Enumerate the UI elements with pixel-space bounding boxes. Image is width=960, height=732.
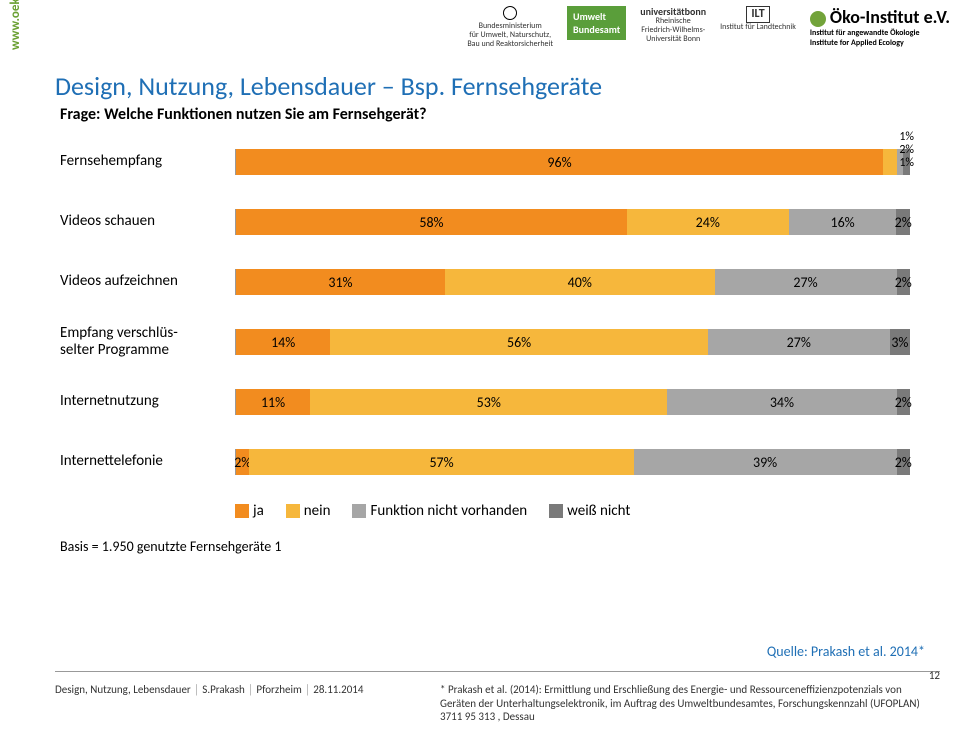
bar-segment-nein: 40%: [445, 269, 715, 295]
bar-segment-weiss_nicht: 3%: [890, 329, 910, 355]
bar-row: Empfang verschlüs- selter Programme14%56…: [60, 322, 910, 362]
legend-label: nein: [304, 502, 331, 520]
bar-segment-ja: 14%: [236, 329, 330, 355]
legend-item-nein: nein: [286, 502, 331, 520]
bar-segment-weiss_nicht: 2%: [897, 269, 910, 295]
bar-segment-nicht_vorhanden: 27%: [715, 269, 897, 295]
footer-divider: [55, 671, 940, 672]
side-url: www.oeko.de: [8, 0, 23, 50]
footer-left: Design, Nutzung, Lebensdauer│S.Prakash│P…: [55, 683, 363, 696]
bar-row: Fernsehempfang96%1%2%1%: [60, 142, 910, 182]
legend-swatch-icon: [235, 504, 249, 518]
footer-topic: Design, Nutzung, Lebensdauer: [55, 683, 191, 696]
footer-location: Pforzheim: [256, 683, 301, 696]
legend-item-ja: ja: [235, 502, 264, 520]
bar-label: Videos aufzeichnen: [60, 273, 235, 290]
bar-segment-nicht_vorhanden: 27%: [708, 329, 890, 355]
bar-segment-weiss_nicht: 2%: [896, 209, 909, 235]
logo-ilt-sub: Institut für Landtechnik: [720, 23, 796, 32]
logo-bmu-text: Bundesministerium für Umwelt, Naturschut…: [467, 22, 553, 48]
page-number: 12: [929, 669, 940, 682]
bars-container: Fernsehempfang96%1%2%1% Videos schauen58%…: [60, 142, 910, 482]
legend-swatch-icon: [352, 504, 366, 518]
slide-title: Design, Nutzung, Lebensdauer – Bsp. Fern…: [55, 70, 602, 102]
bar-row: Videos aufzeichnen31%40%27%2%: [60, 262, 910, 302]
bar-segment-nein: 57%: [249, 449, 633, 475]
bar-segment-nein: 24%: [627, 209, 789, 235]
bar-track: 58%24%16%2%: [235, 209, 910, 235]
bar-segment-nein: 53%: [310, 389, 667, 415]
logo-oeko: Öko-Institut e.V. Institut für angewandt…: [810, 6, 950, 48]
bar-segment-ja: 11%: [236, 389, 310, 415]
bar-track: 2%57%39%2%: [235, 449, 910, 475]
logo-uba: Umwelt Bundesamt: [567, 6, 626, 40]
bar-segment-nein: 56%: [330, 329, 707, 355]
bar-label: Videos schauen: [60, 213, 235, 230]
logo-row: Bundesministerium für Umwelt, Naturschut…: [467, 6, 950, 48]
bar-track: 96%1%2%1%: [235, 149, 910, 175]
logo-oeko-title: Öko-Institut e.V.: [830, 6, 950, 28]
bar-segment-nicht_vorhanden: 34%: [667, 389, 896, 415]
bar-row: Internetnutzung11%53%34%2%: [60, 382, 910, 422]
bar-track: 31%40%27%2%: [235, 269, 910, 295]
legend-swatch-icon: [549, 504, 563, 518]
logo-oeko-sub1: Institut für angewandte Ökologie: [810, 28, 950, 38]
legend-swatch-icon: [286, 504, 300, 518]
logo-oeko-sub2: Institute for Applied Ecology: [810, 38, 950, 48]
tiny-stack-labels: 1%2%1%: [899, 131, 914, 171]
chart-question: Frage: Welche Funktionen nutzen Sie am F…: [60, 105, 930, 124]
chart-legend: ja nein Funktion nicht vorhanden weiß nicht: [235, 502, 930, 520]
bar-segment-ja: 31%: [236, 269, 445, 295]
chart-area: Frage: Welche Funktionen nutzen Sie am F…: [60, 105, 930, 605]
bar-row: Videos schauen58%24%16%2%: [60, 202, 910, 242]
bar-label: Internetnutzung: [60, 393, 235, 410]
legend-label: Funktion nicht vorhanden: [370, 502, 527, 520]
bar-label: Internettelefonie: [60, 453, 235, 470]
legend-item-weiss_nicht: weiß nicht: [549, 502, 630, 520]
bar-segment-ja: 2%: [236, 449, 249, 475]
oeko-circle-icon: [810, 11, 826, 27]
logo-ilt: ILT Institut für Landtechnik: [720, 6, 796, 32]
bar-track: 14%56%27%3%: [235, 329, 910, 355]
chart-basis: Basis = 1.950 genutzte Fernsehgeräte 1: [60, 538, 930, 555]
bar-segment-weiss_nicht: 2%: [897, 449, 910, 475]
bar-segment-ja: 96%: [236, 149, 883, 175]
logo-ilt-title: ILT: [746, 6, 769, 23]
bar-label: Empfang verschlüs- selter Programme: [60, 325, 235, 360]
footer-date: 28.11.2014: [313, 683, 363, 696]
footer-author: S.Prakash: [202, 683, 245, 696]
bar-segment-nicht_vorhanden: 39%: [634, 449, 897, 475]
legend-label: weiß nicht: [567, 502, 630, 520]
source-note: Quelle: Prakash et al. 2014*: [767, 643, 925, 660]
footer-citation: * Prakash et al. (2014): Ermittlung und …: [440, 683, 940, 724]
legend-item-nicht_vorhanden: Funktion nicht vorhanden: [352, 502, 527, 520]
bar-track: 11%53%34%2%: [235, 389, 910, 415]
legend-label: ja: [253, 502, 264, 520]
bar-row: Internettelefonie2%57%39%2%: [60, 442, 910, 482]
bar-segment-ja: 58%: [236, 209, 627, 235]
logo-bonn-sub: Rheinische Friedrich-Wilhelms- Universit…: [640, 17, 706, 43]
logo-bonn: universitätbonn Rheinische Friedrich-Wil…: [640, 6, 706, 43]
bar-label: Fernsehempfang: [60, 153, 235, 170]
bar-segment-nein: [883, 149, 896, 175]
logo-bmu: Bundesministerium für Umwelt, Naturschut…: [467, 6, 553, 48]
bar-segment-nicht_vorhanden: 16%: [789, 209, 897, 235]
bar-segment-weiss_nicht: 2%: [897, 389, 910, 415]
